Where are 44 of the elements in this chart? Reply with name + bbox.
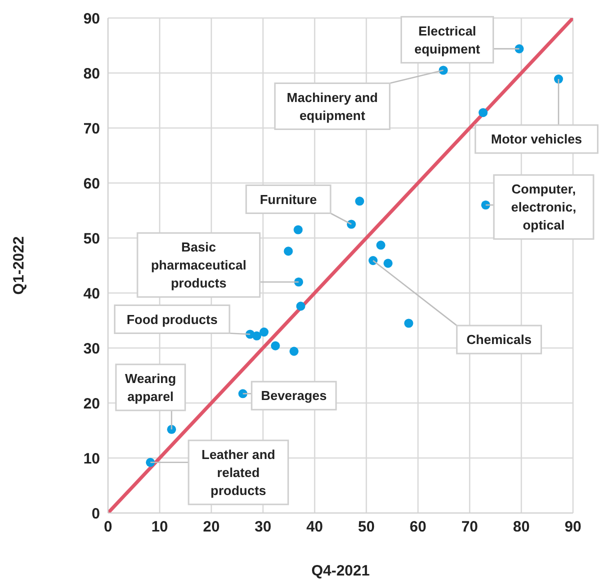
x-tick-label: 40 [306,518,324,536]
annotation: Computer, electronic, optical [511,182,576,232]
x-axis-title: Q4-2021 [311,562,370,580]
y-tick-label: 40 [83,285,100,302]
callout: Motor vehicles [474,79,598,154]
y-tick-label: 10 [83,450,100,468]
x-tick-label: 30 [254,518,272,536]
callout: Wearing apparel [115,364,186,430]
callout: Electrical equipment [400,16,520,64]
annotation: Chemicals [466,332,532,348]
callout: Leather and related products [150,440,289,506]
x-tick-label: 90 [564,518,582,536]
y-tick-label: 30 [83,340,100,358]
y-tick-label: 80 [83,65,100,82]
x-tick-label: 0 [104,518,112,536]
x-tick-label: 50 [358,518,375,536]
callout: Computer, electronic, optical [486,174,594,240]
annotation: Furniture [260,192,317,207]
x-tick-label: 60 [410,518,426,536]
x-tick-label: 80 [512,518,530,536]
callout: Food products [114,304,250,335]
annotation: Beverages [260,388,327,404]
annotation: Electrical equipment [414,23,481,56]
callout: Machinery and equipment [274,70,444,130]
y-tick-label: 50 [83,230,100,248]
y-tick-label: 70 [83,120,100,138]
y-tick-label: 20 [83,395,100,412]
x-tick-label: 70 [461,518,478,536]
annotation: Food products [126,312,218,327]
annotation: Motor vehicles [491,132,582,147]
annotation: Leather and related products [202,446,276,498]
x-tick-label: 20 [202,518,220,536]
y-tick-label: 60 [83,175,100,192]
y-axis-title: Q1-2022 [10,236,28,295]
annotation: Basic pharmaceutical products [150,240,246,290]
y-tick-label: 90 [83,10,100,28]
callout: Basic pharmaceutical products [136,232,299,298]
annotation: Machinery and equipment [286,90,378,123]
annotation: Wearing apparel [125,370,176,404]
callout: Beverages [242,380,337,410]
callout: Furniture [245,184,352,225]
y-tick-label: 0 [92,505,100,522]
callout: Chemicals [372,260,542,354]
x-tick-label: 10 [151,518,168,536]
